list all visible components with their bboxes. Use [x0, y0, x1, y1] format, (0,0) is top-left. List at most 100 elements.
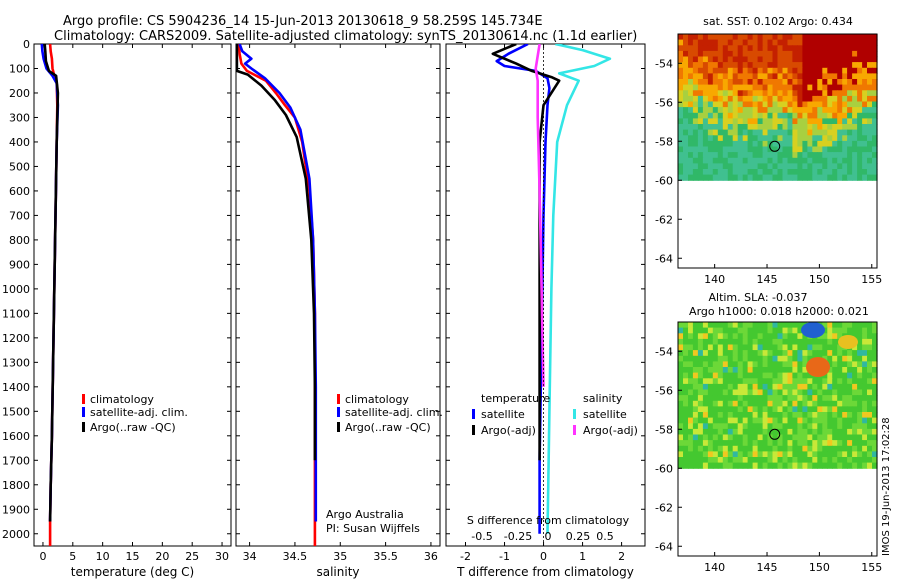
- heat-cell: [862, 124, 868, 131]
- heat-cell: [842, 361, 848, 368]
- heat-cell: [742, 327, 749, 334]
- heat-cell: [752, 322, 759, 329]
- heat-cell: [842, 107, 848, 114]
- heat-cell: [852, 157, 858, 164]
- heat-cell: [692, 62, 699, 69]
- heat-cell: [777, 367, 784, 374]
- heat-cell: [747, 50, 754, 58]
- x-tick-label: -1: [499, 550, 510, 563]
- heat-cell: [752, 412, 759, 419]
- heat-cell: [772, 451, 779, 458]
- heat-cell: [678, 107, 684, 114]
- heat-cell: [767, 112, 774, 119]
- heat-cell: [747, 118, 754, 125]
- heat-cell: [757, 355, 764, 362]
- legend-header: temperature: [481, 392, 550, 405]
- heat-cell: [697, 62, 704, 69]
- heat-cell: [702, 129, 709, 136]
- heat-cell: [817, 434, 823, 441]
- heat-cell: [842, 152, 848, 159]
- heat-cell: [847, 62, 853, 69]
- legend-label: Argo(..raw -QC): [345, 421, 431, 434]
- heat-cell: [777, 440, 784, 447]
- heat-cell: [812, 389, 818, 396]
- heat-cell: [867, 395, 873, 402]
- heat-cell: [732, 322, 739, 329]
- heat-cell: [782, 462, 789, 469]
- legend-label: satellite-adj. clim.: [345, 406, 443, 419]
- heat-cell: [727, 423, 734, 430]
- heat-cell: [692, 383, 699, 391]
- heat-cell: [862, 135, 868, 142]
- heat-cell: [782, 90, 789, 97]
- heat-cell: [787, 440, 794, 447]
- heat-cell: [862, 84, 868, 91]
- heat-cell: [752, 355, 759, 362]
- heat-cell: [702, 163, 709, 170]
- heat-cell: [782, 389, 789, 396]
- heat-cell: [722, 445, 729, 452]
- heat-cell: [837, 395, 843, 402]
- heat-cell: [678, 90, 684, 97]
- heat-cell: [757, 338, 764, 346]
- heat-cell: [872, 140, 878, 148]
- heat-cell: [847, 322, 853, 329]
- heat-cell: [782, 101, 789, 108]
- heat-cell: [792, 140, 798, 148]
- heat-cell: [752, 344, 759, 351]
- heat-cell: [683, 338, 689, 346]
- heat-cell: [867, 45, 873, 52]
- heat-cell: [822, 95, 828, 103]
- heat-cell: [707, 350, 714, 357]
- heat-cell: [712, 367, 719, 374]
- heat-cell: [697, 163, 704, 170]
- heat-cell: [747, 389, 754, 396]
- heat-cell: [872, 412, 878, 419]
- heat-cell: [802, 451, 808, 458]
- heat-cell: [827, 163, 833, 170]
- heat-cell: [832, 135, 838, 142]
- heat-cell: [772, 457, 779, 464]
- heat-cell: [742, 428, 749, 436]
- heat-cell: [737, 378, 744, 385]
- heat-cell: [737, 322, 744, 329]
- heat-cell: [817, 174, 823, 181]
- heat-cell: [782, 140, 789, 148]
- heat-cell: [707, 174, 714, 181]
- heat-cell: [822, 84, 828, 91]
- heat-cell: [732, 152, 739, 159]
- heat-cell: [847, 163, 853, 170]
- heat-cell: [837, 327, 843, 334]
- heat-cell: [797, 400, 803, 407]
- heat-cell: [802, 157, 808, 164]
- legend-label: Argo(-adj): [481, 424, 536, 437]
- heat-cell: [782, 400, 789, 407]
- heat-cell: [742, 101, 749, 108]
- heat-cell: [737, 79, 744, 86]
- heat-cell: [837, 378, 843, 385]
- y-tick-label: -54: [655, 345, 673, 358]
- heat-cell: [683, 400, 689, 407]
- heat-cell: [787, 338, 794, 346]
- heat-cell: [757, 50, 764, 58]
- series-line: [238, 44, 318, 522]
- heat-cell: [767, 79, 774, 86]
- heat-cell: [702, 350, 709, 357]
- heat-cell: [872, 152, 878, 159]
- heat-cell: [867, 344, 873, 351]
- heat-cell: [732, 129, 739, 136]
- heat-cell: [737, 417, 744, 424]
- heat-cell: [852, 56, 858, 63]
- heat-cell: [857, 90, 863, 97]
- heat-cell: [867, 445, 873, 452]
- heat-cell: [797, 462, 803, 469]
- heat-cell: [832, 90, 838, 97]
- heat-cell: [782, 355, 789, 362]
- heat-cell: [707, 118, 714, 125]
- heat-cell: [762, 457, 769, 464]
- heat-cell: [862, 322, 868, 329]
- heat-cell: [832, 140, 838, 148]
- heat-cell: [742, 417, 749, 424]
- x-tick-label: 20: [155, 550, 169, 563]
- heat-cell: [822, 174, 828, 181]
